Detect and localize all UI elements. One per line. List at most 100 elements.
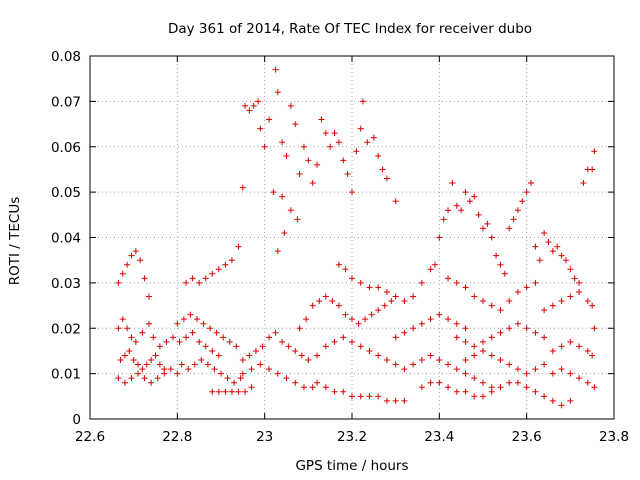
y-tick-label: 0.03 <box>51 276 81 292</box>
data-point <box>349 275 355 282</box>
data-point <box>392 293 399 300</box>
data-point <box>139 329 146 336</box>
data-point <box>541 307 548 314</box>
data-point <box>445 316 452 323</box>
y-tick-label: 0.06 <box>51 140 81 156</box>
data-point <box>449 180 456 187</box>
data-point <box>514 366 521 373</box>
data-point <box>242 102 249 109</box>
data-point <box>124 261 131 268</box>
data-point <box>213 329 220 336</box>
data-point <box>471 393 478 400</box>
data-point <box>549 370 556 377</box>
data-point <box>215 388 222 395</box>
data-point <box>209 270 216 277</box>
data-point <box>137 257 144 264</box>
data-point <box>266 334 273 341</box>
data-point <box>119 270 126 277</box>
data-point <box>364 139 371 146</box>
data-point <box>176 338 183 345</box>
data-point <box>163 338 170 345</box>
data-point <box>410 325 417 332</box>
data-point <box>235 243 242 250</box>
data-point <box>567 370 574 377</box>
data-point <box>224 375 231 382</box>
data-point <box>418 357 425 364</box>
data-point <box>427 316 434 323</box>
data-point <box>156 343 163 350</box>
data-point <box>401 329 408 336</box>
y-tick-label: 0 <box>72 412 81 428</box>
data-point <box>329 298 336 305</box>
data-point <box>331 130 338 137</box>
data-point <box>480 379 486 386</box>
data-point <box>584 379 591 386</box>
data-point <box>532 279 539 286</box>
data-point <box>488 334 495 341</box>
x-tick-label: 23.2 <box>337 429 367 445</box>
data-point <box>121 352 128 359</box>
data-point <box>497 261 504 268</box>
data-point <box>305 357 312 364</box>
data-point <box>381 302 388 309</box>
data-point <box>462 388 469 395</box>
data-point <box>436 357 443 364</box>
data-point <box>567 397 574 404</box>
data-point <box>128 252 135 259</box>
data-point <box>309 302 316 309</box>
data-point <box>462 357 469 364</box>
data-point <box>383 175 390 182</box>
data-point <box>453 366 460 373</box>
data-point <box>228 388 235 395</box>
data-point <box>202 275 209 282</box>
data-point <box>480 338 486 345</box>
data-point <box>218 370 224 377</box>
data-point <box>562 257 569 264</box>
data-point <box>150 334 157 341</box>
data-point <box>591 325 598 332</box>
data-point <box>331 388 338 395</box>
data-point <box>410 361 417 368</box>
data-point <box>484 220 491 227</box>
data-point <box>161 370 168 377</box>
data-point <box>266 116 273 123</box>
data-point <box>255 98 262 105</box>
data-point <box>375 352 382 359</box>
data-point <box>274 248 281 255</box>
data-point <box>239 357 246 364</box>
data-point <box>335 302 342 309</box>
data-point <box>445 275 452 282</box>
data-point <box>541 229 548 236</box>
data-point <box>335 139 342 146</box>
data-point <box>314 161 321 168</box>
data-point <box>246 107 253 114</box>
data-point <box>283 152 290 159</box>
data-point <box>281 229 288 236</box>
data-point <box>272 66 279 73</box>
data-point <box>462 370 469 377</box>
data-point <box>130 357 137 364</box>
data-point <box>250 102 257 109</box>
data-point <box>362 316 369 323</box>
data-point <box>471 193 478 200</box>
x-tick-label: 22.8 <box>162 429 192 445</box>
data-point <box>471 343 478 350</box>
data-points <box>115 66 598 409</box>
data-point <box>506 225 513 232</box>
data-point <box>300 143 307 150</box>
data-point <box>549 347 556 354</box>
data-point <box>344 170 351 177</box>
data-point <box>375 393 382 400</box>
data-point <box>357 393 364 400</box>
data-point <box>436 311 443 318</box>
data-point <box>305 157 312 164</box>
data-point <box>497 307 504 314</box>
chart-title: Day 361 of 2014, Rate Of TEC Index for r… <box>168 21 532 37</box>
data-point <box>340 334 347 341</box>
data-point <box>294 216 301 223</box>
data-point <box>209 388 216 395</box>
data-point <box>418 384 425 391</box>
data-point <box>519 198 526 205</box>
data-point <box>357 279 364 286</box>
data-point <box>200 320 207 327</box>
